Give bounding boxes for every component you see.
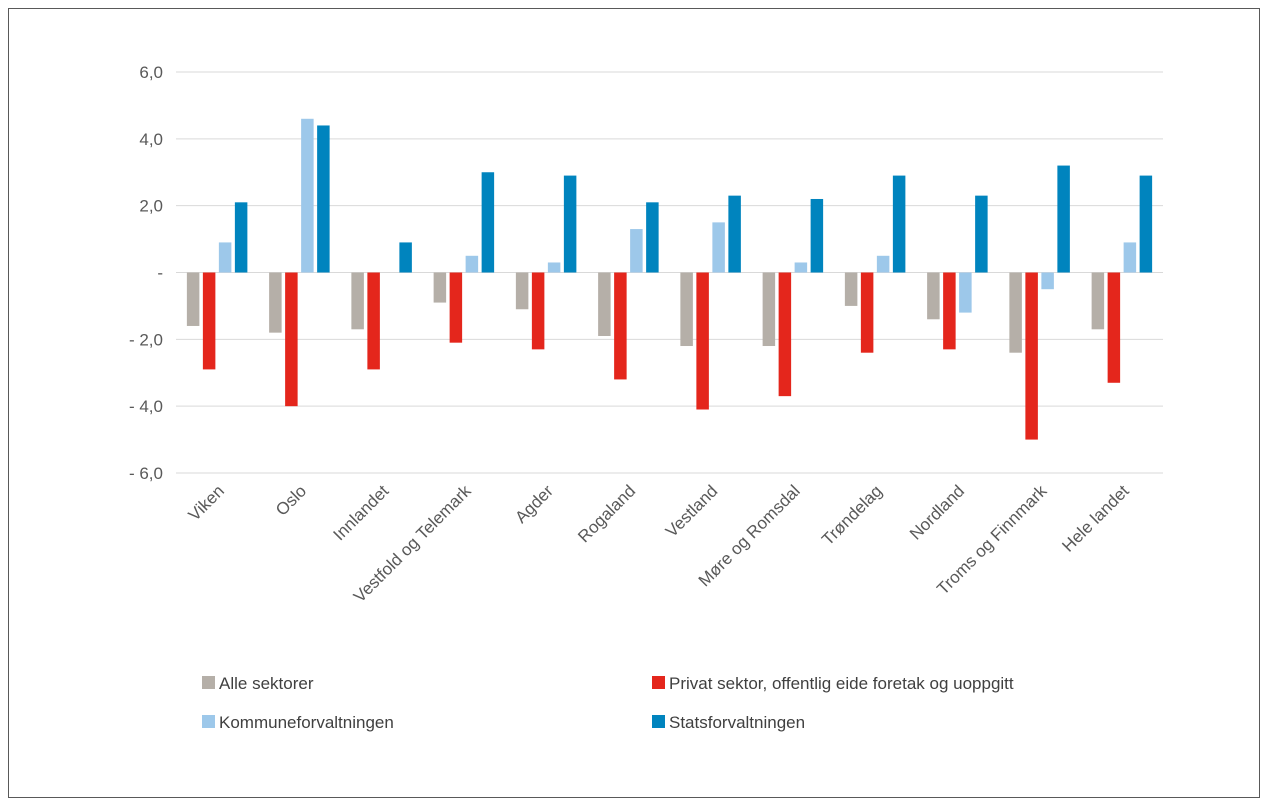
- y-tick-label: 2,0: [139, 197, 163, 216]
- bar: [515, 272, 529, 310]
- bar: [778, 272, 792, 397]
- bar: [1139, 175, 1153, 273]
- bar: [1107, 272, 1121, 383]
- legend-label: Alle sektorer: [219, 674, 314, 693]
- bar: [202, 272, 216, 370]
- legend-swatch: [202, 676, 215, 689]
- y-tick-label: 6,0: [139, 63, 163, 82]
- bar: [218, 242, 232, 273]
- bar: [481, 172, 495, 273]
- bar: [696, 272, 709, 410]
- bar: [762, 272, 776, 347]
- bar: [927, 272, 940, 320]
- bar: [680, 272, 693, 347]
- bar: [844, 272, 858, 306]
- bar: [285, 272, 298, 407]
- x-tick-label: Trøndelag: [818, 481, 886, 549]
- bar: [563, 175, 577, 273]
- bar: [810, 198, 824, 273]
- x-tick-label: Vestland: [662, 481, 722, 541]
- chart-frame: [8, 8, 1260, 798]
- y-tick-label: 4,0: [139, 130, 163, 149]
- bar: [301, 118, 314, 273]
- bar: [712, 222, 725, 273]
- legend-swatch: [652, 715, 665, 728]
- legend-swatch: [202, 715, 215, 728]
- bar: [943, 272, 956, 350]
- legend-label: Privat sektor, offentlig eide foretak og…: [669, 674, 1014, 693]
- bar: [860, 272, 874, 353]
- bar: [614, 272, 627, 380]
- legend-label: Statsforvaltningen: [669, 713, 805, 732]
- bar: [186, 272, 200, 326]
- x-tick-label: Hele landet: [1058, 481, 1132, 555]
- x-tick-label: Agder: [511, 481, 557, 527]
- bar: [794, 262, 808, 273]
- bar: [630, 229, 643, 273]
- y-tick-label: - 4,0: [129, 397, 163, 416]
- bar: [598, 272, 611, 336]
- bar: [269, 272, 282, 333]
- bar: [876, 255, 890, 273]
- bar: [433, 272, 447, 303]
- bar: [646, 202, 659, 273]
- bar: [1041, 272, 1054, 290]
- bar: [1025, 272, 1038, 440]
- x-tick-label: Innlandet: [330, 481, 393, 544]
- legend-label: Kommuneforvaltningen: [219, 713, 394, 732]
- x-tick-label: Viken: [185, 481, 228, 524]
- bar: [1057, 165, 1070, 273]
- y-tick-label: -: [157, 264, 163, 283]
- bar: [892, 175, 906, 273]
- bar: [234, 202, 248, 273]
- bar: [1009, 272, 1022, 353]
- bar: [351, 272, 364, 330]
- y-tick-label: - 6,0: [129, 464, 163, 483]
- bar: [399, 242, 412, 273]
- bar: [531, 272, 545, 350]
- x-tick-label: Nordland: [906, 481, 968, 543]
- bar: [317, 125, 330, 273]
- bar: [367, 272, 380, 370]
- legend-swatch: [652, 676, 665, 689]
- bar: [1091, 272, 1105, 330]
- bar: [449, 272, 463, 343]
- bar: [975, 195, 988, 273]
- x-tick-label: Rogaland: [574, 481, 639, 546]
- bar: [465, 255, 479, 273]
- bar: [547, 262, 561, 273]
- x-tick-label: Oslo: [272, 481, 310, 519]
- bar: [959, 272, 972, 313]
- bar: [1123, 242, 1137, 273]
- bar: [728, 195, 741, 273]
- y-tick-label: - 2,0: [129, 330, 163, 349]
